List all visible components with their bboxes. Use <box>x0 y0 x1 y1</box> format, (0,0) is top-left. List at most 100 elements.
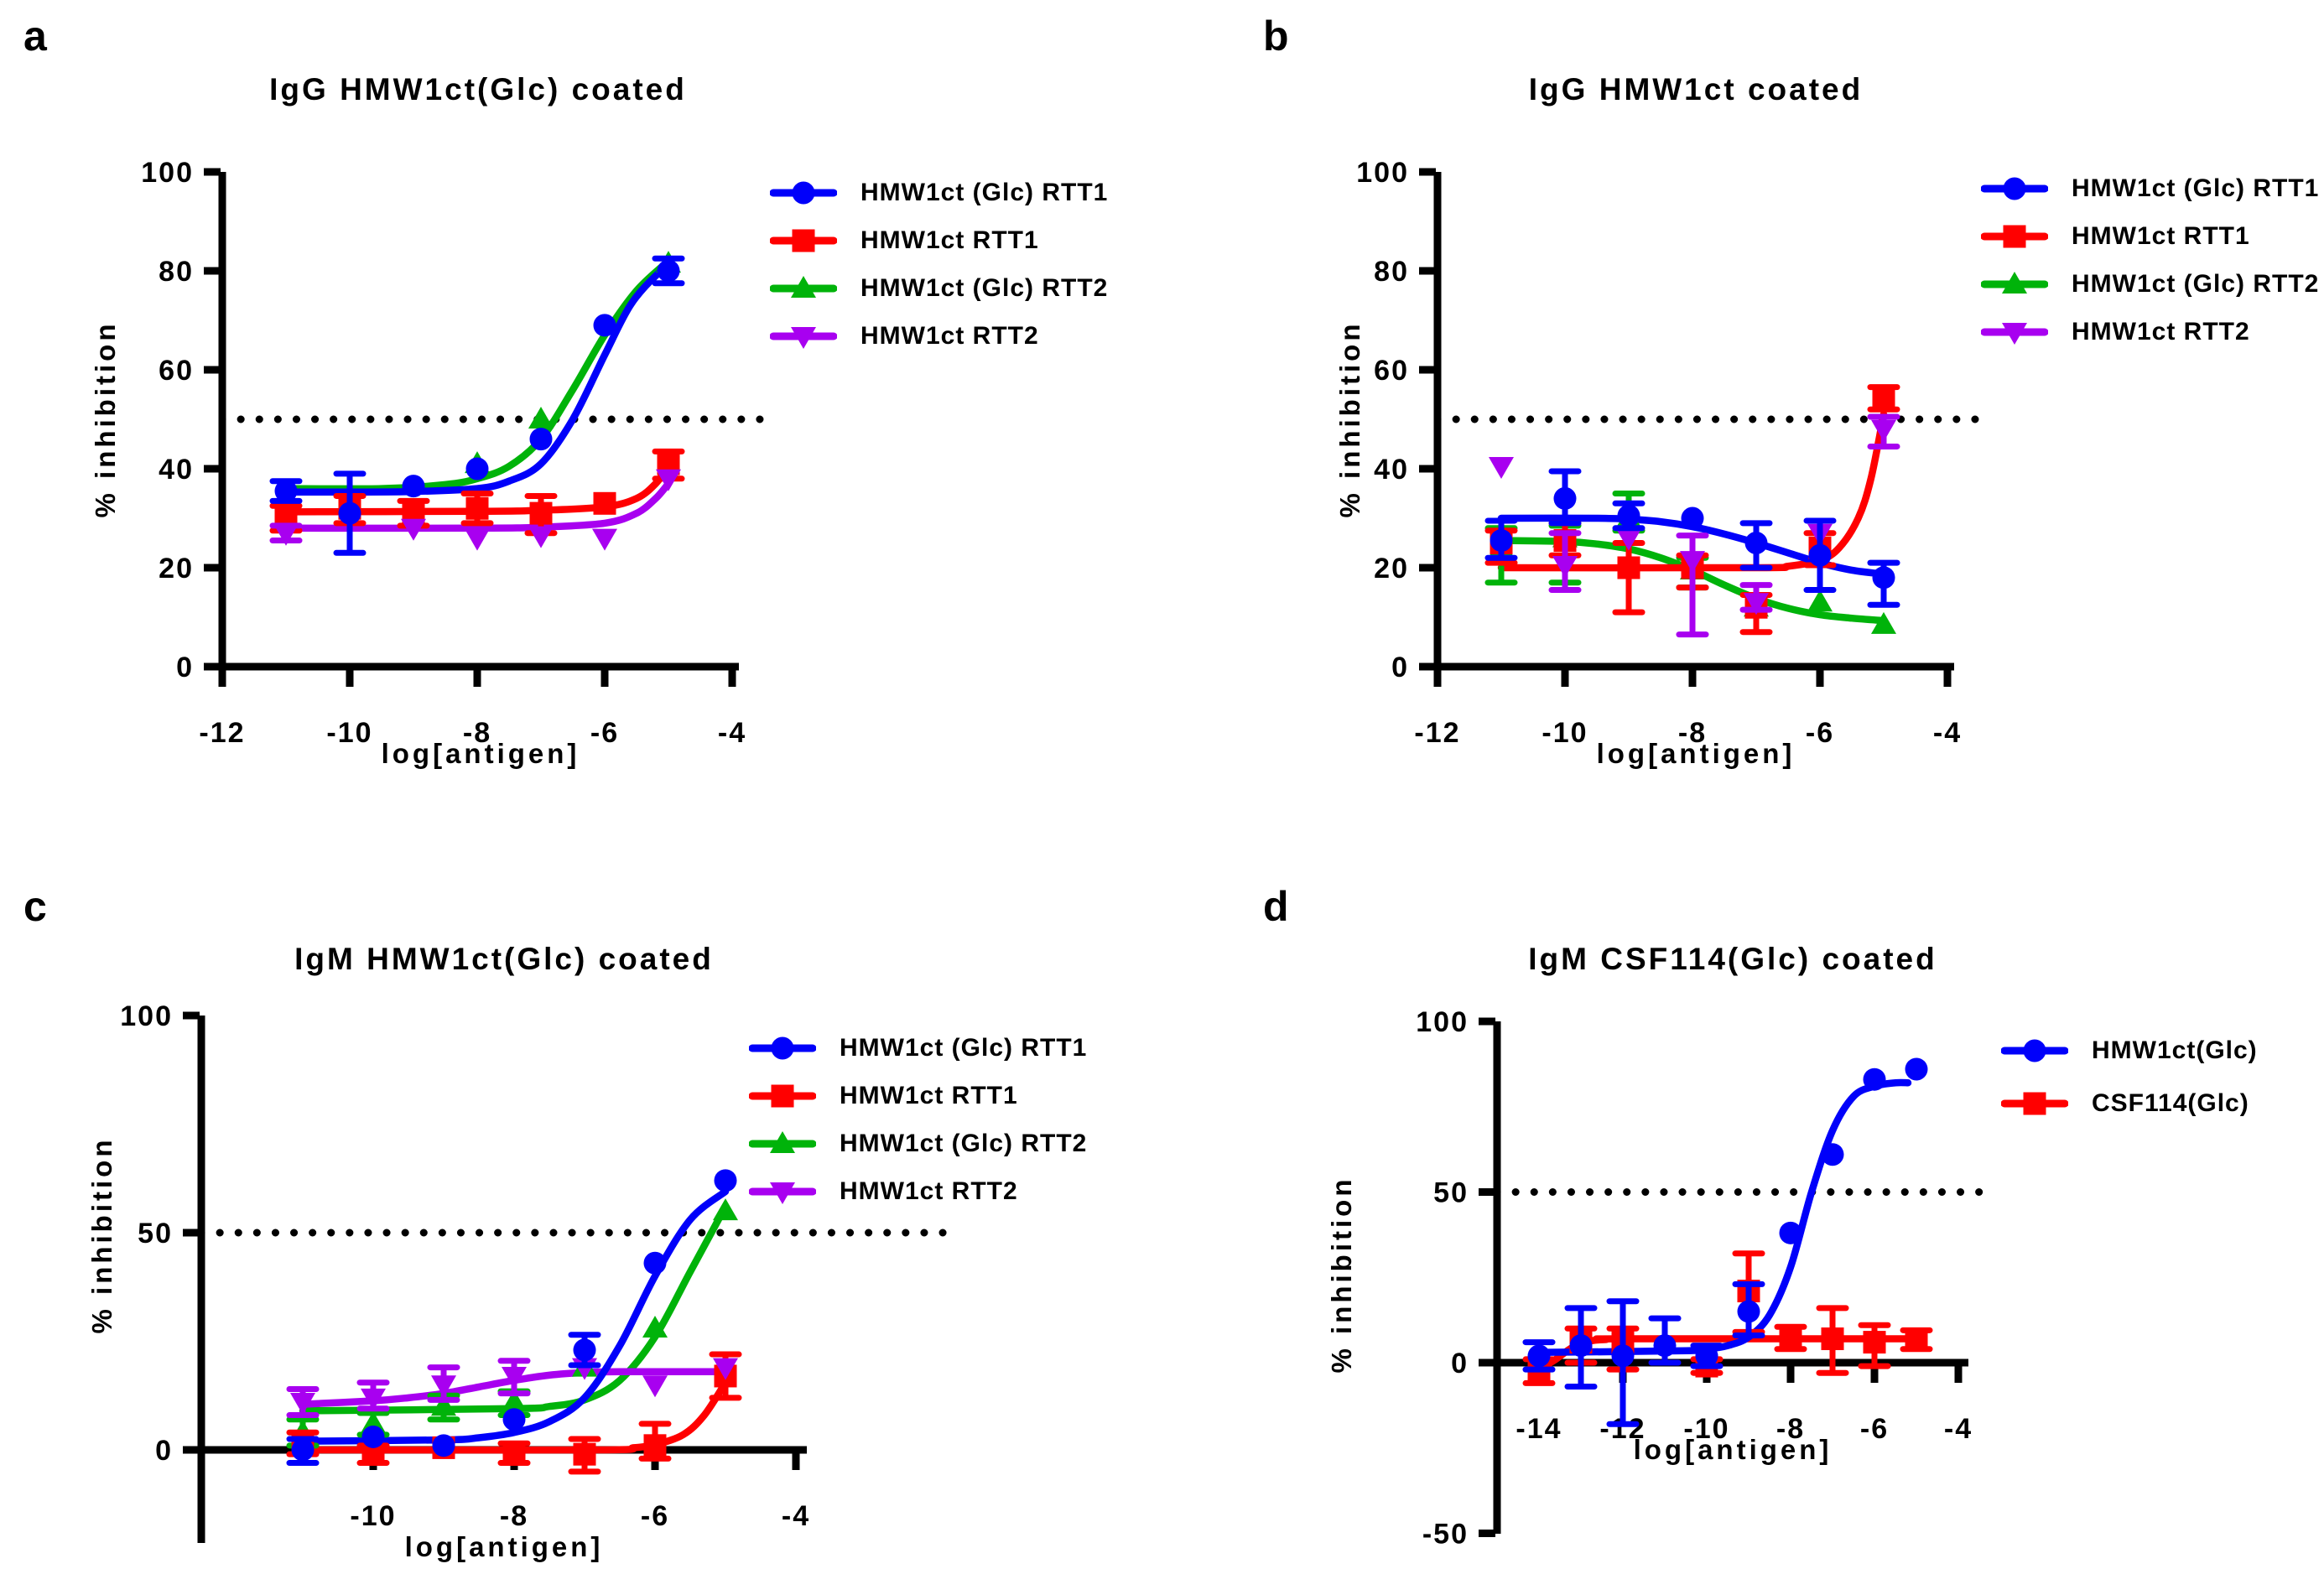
panel-d-letter: d <box>1263 883 1289 930</box>
data-point <box>642 1375 668 1398</box>
data-point <box>502 1390 527 1412</box>
legend-item: HMW1ct RTT2 <box>770 321 1108 351</box>
triangle-up-legend-marker <box>791 276 816 298</box>
y-tick-label: 100 <box>1416 1006 1469 1038</box>
panel-d-x-axis-label: log[antigen] <box>1633 1434 1833 1465</box>
panel-a-legend: HMW1ct (Glc) RTT1 HMW1ct RTT1 HMW1ct (Glc)… <box>770 178 1108 369</box>
circle-legend-icon <box>770 181 837 205</box>
data-point <box>465 528 490 551</box>
data-point <box>1863 1068 1886 1091</box>
y-tick-label: 0 <box>1451 1348 1469 1379</box>
data-point <box>1779 1327 1802 1351</box>
data-point <box>529 428 553 451</box>
data-point <box>593 314 616 337</box>
x-tick-label: -10 <box>326 717 372 749</box>
data-point <box>401 518 426 541</box>
data-point <box>1872 385 1895 408</box>
data-point <box>1905 1057 1928 1081</box>
data-point <box>361 1388 386 1410</box>
legend-item: HMW1ct (Glc) RTT1 <box>1981 174 2319 204</box>
legend-item: HMW1ct RTT2 <box>749 1177 1087 1207</box>
legend-label: HMW1ct (Glc) RTT1 <box>840 1034 1088 1062</box>
x-tick-label: -12 <box>1414 717 1460 749</box>
square-legend-marker <box>2023 1092 2046 1115</box>
square-legend-marker <box>792 229 815 252</box>
triangle-down-legend-marker <box>2002 323 2027 345</box>
triangle-up-legend-icon <box>749 1131 816 1153</box>
panel-a-x-axis-label: log[antigen] <box>381 738 580 769</box>
x-tick-label: -6 <box>1860 1413 1889 1445</box>
square-legend-marker <box>771 1084 794 1108</box>
data-point <box>529 501 553 525</box>
panel-b-title: IgG HMW1ct coated <box>1528 72 1864 106</box>
data-point <box>1681 506 1704 530</box>
data-point <box>291 1438 315 1462</box>
y-tick-label: 80 <box>1374 256 1409 288</box>
legend-item: HMW1ct RTT1 <box>770 226 1108 256</box>
panel-d-title: IgM CSF114(Glc) coated <box>1528 942 1937 976</box>
fit-curve <box>282 264 673 496</box>
panel-d-y-axis-label: % inhibition <box>1326 1176 1357 1374</box>
data-point <box>1490 529 1513 553</box>
data-point <box>1807 590 1833 612</box>
data-point <box>1569 1334 1593 1358</box>
legend-label: HMW1ct(Glc) <box>2092 1036 2258 1064</box>
panel-b-x-axis-label: log[antigen] <box>1596 738 1796 769</box>
legend-label: HMW1ct RTT2 <box>2072 318 2250 345</box>
data-point <box>1872 566 1895 590</box>
x-tick-label: -4 <box>782 1500 810 1532</box>
x-tick-label: -6 <box>1806 717 1834 749</box>
data-point <box>1871 611 1896 634</box>
data-point <box>1489 457 1514 480</box>
square-legend-icon <box>2001 1092 2068 1115</box>
data-point <box>402 475 425 498</box>
data-point <box>528 407 554 429</box>
x-tick-label: -10 <box>1683 1413 1729 1445</box>
data-point <box>465 457 489 481</box>
legend-item: HMW1ct(Glc) <box>2001 1036 2258 1066</box>
y-tick-label: 100 <box>1356 157 1409 189</box>
fit-curve <box>1497 537 1888 625</box>
fit-curve <box>299 1203 730 1415</box>
legend-label: HMW1ct RTT1 <box>860 226 1039 254</box>
data-point <box>1744 593 1769 616</box>
y-tick-label: 80 <box>159 256 194 288</box>
legend-item: HMW1ct RTT2 <box>1981 317 2319 347</box>
data-point <box>714 1169 737 1192</box>
panel-c-plot: 0 50 100 -10 -8 -6 -4 <box>120 1000 950 1543</box>
y-tick-label: 50 <box>138 1218 173 1249</box>
data-point <box>1611 1344 1635 1368</box>
data-point <box>573 1442 596 1466</box>
x-tick-label: -8 <box>1776 1413 1805 1445</box>
data-point <box>1821 1143 1844 1166</box>
fit-curve <box>299 1379 730 1454</box>
panel-b-y-axis-label: % inhibition <box>1334 320 1365 518</box>
circle-legend-marker <box>792 181 815 205</box>
fit-curve <box>282 257 673 493</box>
legend-label: HMW1ct (Glc) RTT1 <box>2072 174 2320 202</box>
data-point <box>1905 1327 1928 1351</box>
data-point <box>502 1441 526 1464</box>
square-legend-icon <box>770 229 837 252</box>
data-point <box>431 1394 456 1416</box>
y-tick-label: 20 <box>159 553 194 584</box>
panel-c-y-axis-label: % inhibition <box>86 1136 117 1334</box>
legend-item: HMW1ct (Glc) RTT1 <box>770 178 1108 208</box>
panel-b-legend: HMW1ct (Glc) RTT1 HMW1ct RTT1 HMW1ct (Glc)… <box>1981 174 2319 365</box>
fit-curve <box>1535 1078 1912 1357</box>
legend-item: HMW1ct (Glc) RTT2 <box>1981 269 2319 299</box>
panel-d-legend: HMW1ct(Glc) CSF114(Glc) <box>2001 1036 2258 1141</box>
triangle-up-legend-marker <box>2002 272 2027 294</box>
fit-curve <box>299 1368 730 1408</box>
y-tick-label: 60 <box>1374 355 1409 387</box>
y-tick-label: 20 <box>1374 553 1409 584</box>
circle-legend-icon <box>749 1036 816 1060</box>
legend-item: HMW1ct RTT1 <box>749 1081 1087 1111</box>
data-point <box>1617 504 1640 527</box>
data-point <box>1808 543 1832 567</box>
panel-a-letter: a <box>23 13 47 60</box>
data-point <box>1871 419 1896 442</box>
data-point <box>273 523 299 546</box>
y-tick-label: 50 <box>1433 1177 1469 1209</box>
